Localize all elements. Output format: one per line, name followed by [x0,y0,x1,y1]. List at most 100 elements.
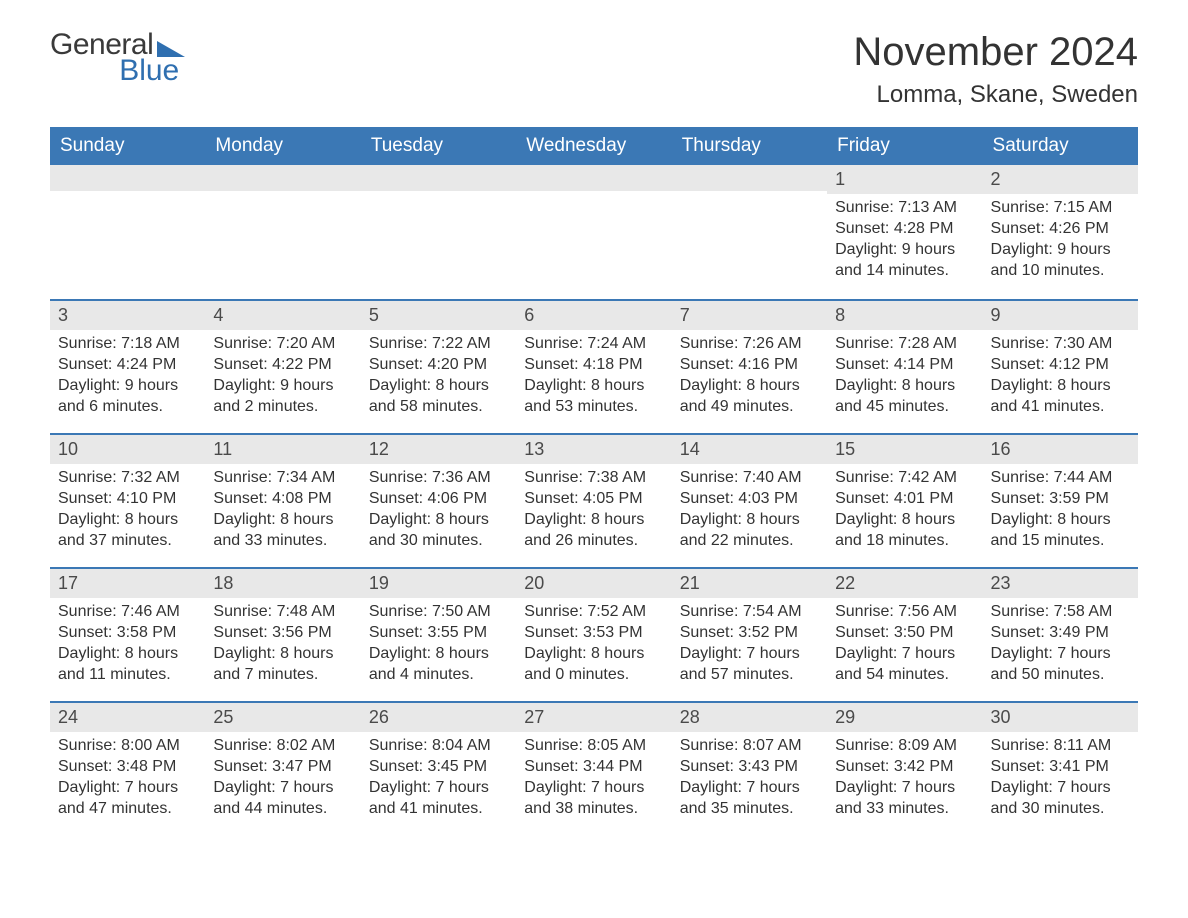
day-number: 11 [205,435,360,464]
day-cell [50,165,205,293]
day-number: 21 [672,569,827,598]
day-number: 24 [50,703,205,732]
daylight-text: Daylight: 7 hours and 38 minutes. [524,778,663,820]
daylight-text: Daylight: 8 hours and 11 minutes. [58,644,197,686]
day-number-empty [50,165,205,191]
sunset-text: Sunset: 4:05 PM [524,489,663,510]
weekday-header: Saturday [983,127,1138,165]
day-number: 4 [205,301,360,330]
day-cell: 28Sunrise: 8:07 AMSunset: 3:43 PMDayligh… [672,703,827,829]
daylight-text: Daylight: 7 hours and 30 minutes. [991,778,1130,820]
sunset-text: Sunset: 4:26 PM [991,219,1130,240]
day-number-empty [361,165,516,191]
day-body: Sunrise: 8:00 AMSunset: 3:48 PMDaylight:… [50,732,205,827]
logo: General Blue [50,30,185,86]
day-cell: 7Sunrise: 7:26 AMSunset: 4:16 PMDaylight… [672,301,827,427]
daylight-text: Daylight: 7 hours and 35 minutes. [680,778,819,820]
sunset-text: Sunset: 4:01 PM [835,489,974,510]
day-body: Sunrise: 7:50 AMSunset: 3:55 PMDaylight:… [361,598,516,693]
day-body: Sunrise: 7:28 AMSunset: 4:14 PMDaylight:… [827,330,982,425]
sunrise-text: Sunrise: 7:24 AM [524,334,663,355]
day-body: Sunrise: 8:09 AMSunset: 3:42 PMDaylight:… [827,732,982,827]
day-cell: 26Sunrise: 8:04 AMSunset: 3:45 PMDayligh… [361,703,516,829]
day-cell: 10 Sunrise: 7:32 AMSunset: 4:10 PMDayligh… [50,435,205,561]
daylight-text: Daylight: 8 hours and 18 minutes. [835,510,974,552]
daylight-text: Daylight: 9 hours and 10 minutes. [991,240,1130,282]
daylight-text: Daylight: 8 hours and 26 minutes. [524,510,663,552]
day-cell: 6Sunrise: 7:24 AMSunset: 4:18 PMDaylight… [516,301,671,427]
day-number: 30 [983,703,1138,732]
sunrise-text: Sunrise: 7:13 AM [835,198,974,219]
sunset-text: Sunset: 3:52 PM [680,623,819,644]
weeks-container: 1Sunrise: 7:13 AMSunset: 4:28 PMDaylight… [50,165,1138,829]
weekday-header: Wednesday [516,127,671,165]
daylight-text: Daylight: 7 hours and 41 minutes. [369,778,508,820]
sunrise-text: Sunrise: 7:26 AM [680,334,819,355]
daylight-text: Daylight: 8 hours and 58 minutes. [369,376,508,418]
sunrise-text: Sunrise: 7:20 AM [213,334,352,355]
sunset-text: Sunset: 4:18 PM [524,355,663,376]
daylight-text: Daylight: 7 hours and 44 minutes. [213,778,352,820]
day-cell: 18Sunrise: 7:48 AMSunset: 3:56 PMDayligh… [205,569,360,695]
sunset-text: Sunset: 4:06 PM [369,489,508,510]
sunrise-text: Sunrise: 7:32 AM [58,468,197,489]
sunset-text: Sunset: 4:14 PM [835,355,974,376]
sunrise-text: Sunrise: 7:50 AM [369,602,508,623]
day-cell: 19Sunrise: 7:50 AMSunset: 3:55 PMDayligh… [361,569,516,695]
sunset-text: Sunset: 4:10 PM [58,489,197,510]
day-cell [672,165,827,293]
weekday-header: Sunday [50,127,205,165]
day-body: Sunrise: 7:46 AMSunset: 3:58 PMDaylight:… [50,598,205,693]
day-number: 13 [516,435,671,464]
day-body: Sunrise: 7:13 AMSunset: 4:28 PMDaylight:… [827,194,982,289]
sunrise-text: Sunrise: 7:52 AM [524,602,663,623]
sunset-text: Sunset: 3:47 PM [213,757,352,778]
day-number: 18 [205,569,360,598]
day-cell: 14Sunrise: 7:40 AMSunset: 4:03 PMDayligh… [672,435,827,561]
sunrise-text: Sunrise: 7:34 AM [213,468,352,489]
day-number: 22 [827,569,982,598]
sunrise-text: Sunrise: 7:54 AM [680,602,819,623]
daylight-text: Daylight: 8 hours and 15 minutes. [991,510,1130,552]
day-body: Sunrise: 7:56 AMSunset: 3:50 PMDaylight:… [827,598,982,693]
sunrise-text: Sunrise: 7:56 AM [835,602,974,623]
weekday-header: Monday [205,127,360,165]
day-cell: 22Sunrise: 7:56 AMSunset: 3:50 PMDayligh… [827,569,982,695]
day-cell: 20Sunrise: 7:52 AMSunset: 3:53 PMDayligh… [516,569,671,695]
day-number: 23 [983,569,1138,598]
location-title: Lomma, Skane, Sweden [853,81,1138,109]
sunset-text: Sunset: 4:24 PM [58,355,197,376]
daylight-text: Daylight: 8 hours and 37 minutes. [58,510,197,552]
day-cell [516,165,671,293]
daylight-text: Daylight: 9 hours and 14 minutes. [835,240,974,282]
day-cell: 30Sunrise: 8:11 AMSunset: 3:41 PMDayligh… [983,703,1138,829]
day-number: 7 [672,301,827,330]
day-number: 16 [983,435,1138,464]
daylight-text: Daylight: 8 hours and 4 minutes. [369,644,508,686]
day-number: 6 [516,301,671,330]
day-number-empty [516,165,671,191]
day-number: 25 [205,703,360,732]
week-row: 24Sunrise: 8:00 AMSunset: 3:48 PMDayligh… [50,701,1138,829]
day-cell: 24Sunrise: 8:00 AMSunset: 3:48 PMDayligh… [50,703,205,829]
weekday-header: Friday [827,127,982,165]
day-body: Sunrise: 7:30 AMSunset: 4:12 PMDaylight:… [983,330,1138,425]
day-body: Sunrise: 7:20 AMSunset: 4:22 PMDaylight:… [205,330,360,425]
day-number: 29 [827,703,982,732]
sunrise-text: Sunrise: 7:46 AM [58,602,197,623]
sunrise-text: Sunrise: 7:40 AM [680,468,819,489]
day-body: Sunrise: 7:24 AMSunset: 4:18 PMDaylight:… [516,330,671,425]
weekday-header-row: SundayMondayTuesdayWednesdayThursdayFrid… [50,127,1138,165]
day-number: 10 [50,435,205,464]
day-cell: 17Sunrise: 7:46 AMSunset: 3:58 PMDayligh… [50,569,205,695]
day-number: 3 [50,301,205,330]
week-row: 3Sunrise: 7:18 AMSunset: 4:24 PMDaylight… [50,299,1138,427]
day-number: 17 [50,569,205,598]
day-body: Sunrise: 7:54 AMSunset: 3:52 PMDaylight:… [672,598,827,693]
sunset-text: Sunset: 4:28 PM [835,219,974,240]
daylight-text: Daylight: 7 hours and 47 minutes. [58,778,197,820]
day-number: 8 [827,301,982,330]
week-row: 1Sunrise: 7:13 AMSunset: 4:28 PMDaylight… [50,165,1138,293]
day-body: Sunrise: 8:05 AMSunset: 3:44 PMDaylight:… [516,732,671,827]
daylight-text: Daylight: 9 hours and 6 minutes. [58,376,197,418]
